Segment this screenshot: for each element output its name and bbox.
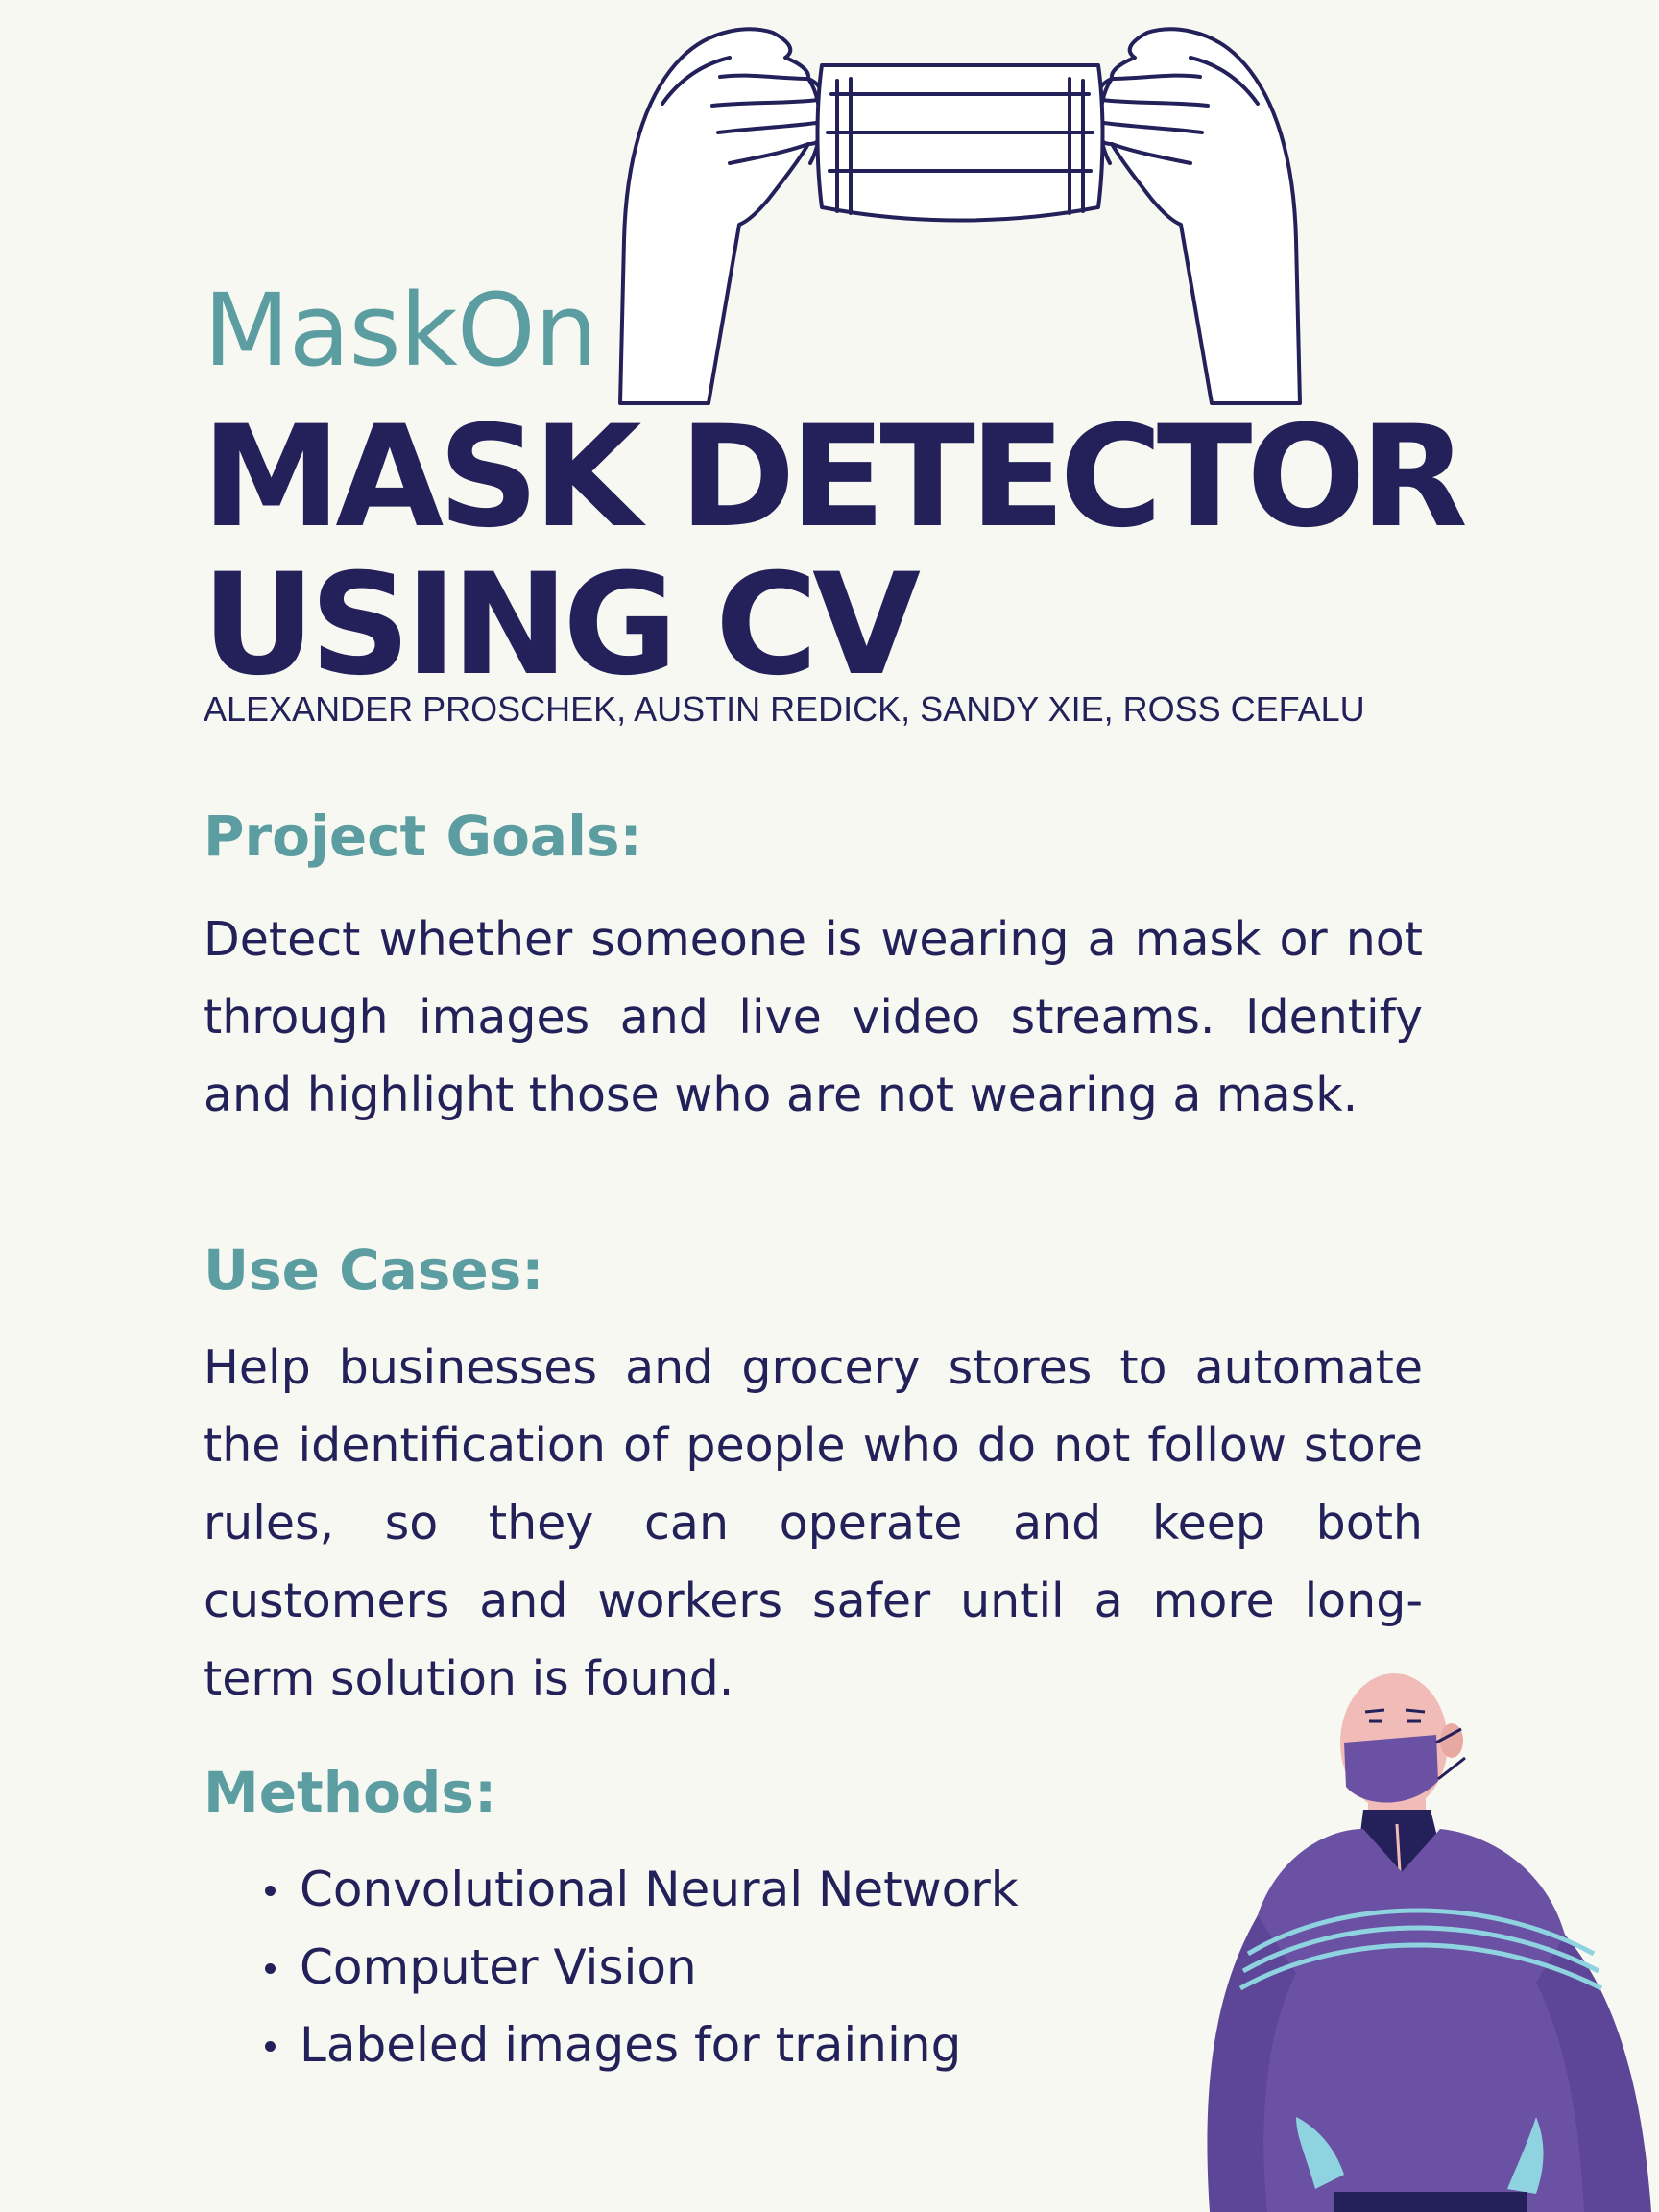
- authors: ALEXANDER PROSCHEK, AUSTIN REDICK, SANDY…: [204, 689, 1365, 729]
- list-item: Computer Vision: [265, 1929, 1019, 2007]
- subtitle: MaskOn: [204, 272, 598, 389]
- list-item: Convolutional Neural Network: [265, 1851, 1019, 1929]
- page-title: MASK DETECTOR USING CV: [202, 403, 1468, 699]
- hands-holding-mask-icon: [618, 27, 1302, 405]
- title-line-2: USING CV: [202, 543, 921, 707]
- heading-project-goals: Project Goals:: [204, 804, 642, 869]
- use-cases-text: Help businesses and grocery stores to au…: [204, 1340, 1423, 1706]
- man-wearing-mask-icon: [1207, 1673, 1651, 2212]
- methods-list: Convolutional Neural Network Computer Vi…: [204, 1851, 1019, 2084]
- list-item: Labeled images for training: [265, 2007, 1019, 2084]
- project-goals-text: Detect whether someone is wearing a mask…: [204, 912, 1423, 1122]
- heading-methods: Methods:: [204, 1760, 497, 1825]
- title-line-1: MASK DETECTOR: [202, 396, 1468, 559]
- heading-use-cases: Use Cases:: [204, 1238, 544, 1303]
